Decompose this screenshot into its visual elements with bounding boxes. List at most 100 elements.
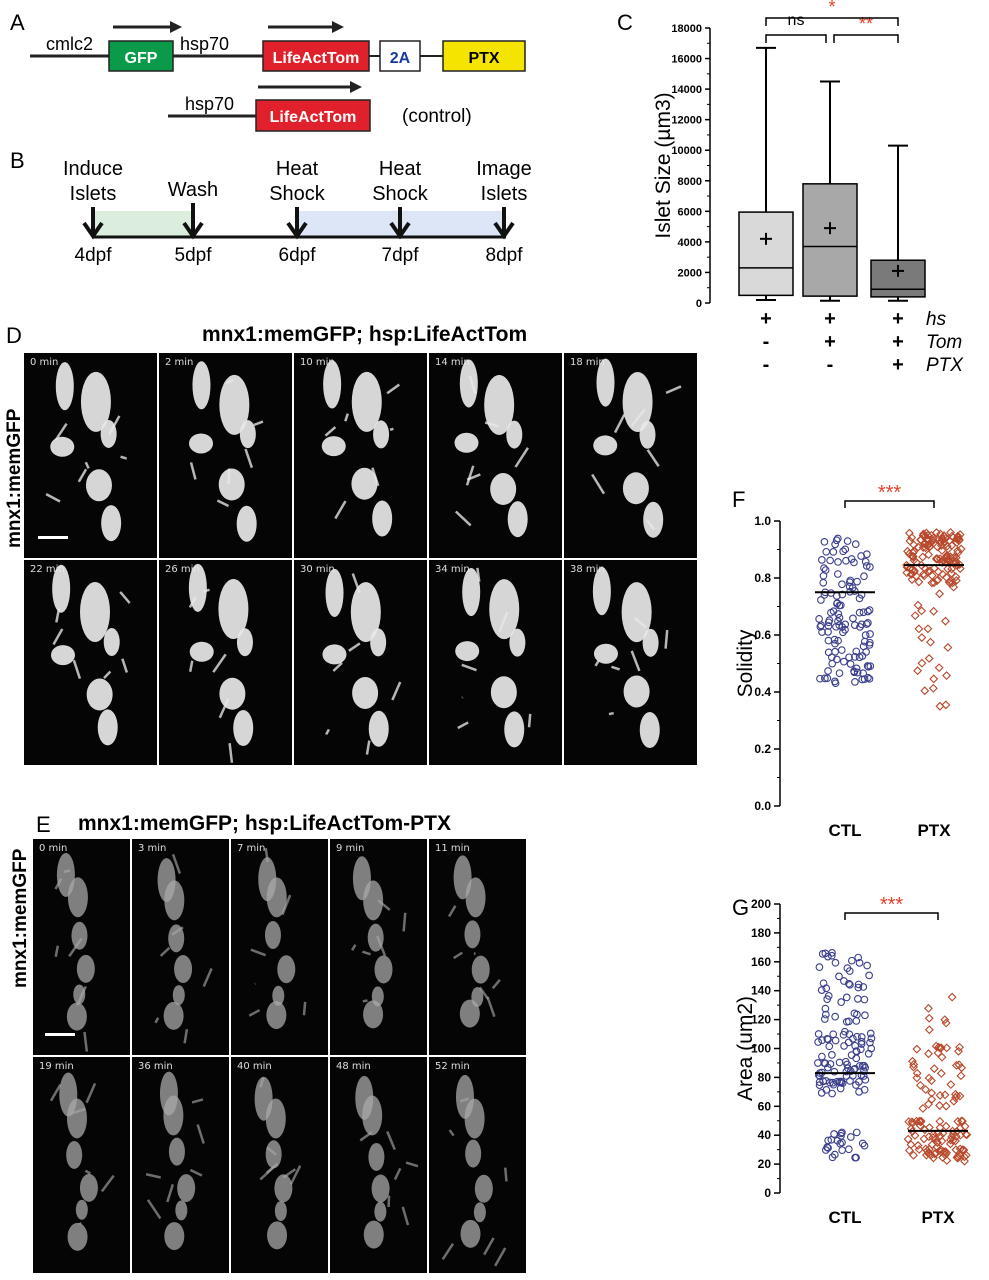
- significance-label: ***: [880, 894, 904, 916]
- svg-text:Islets: Islets: [70, 183, 117, 205]
- significance-label: ***: [878, 482, 902, 504]
- data-point: [839, 628, 847, 637]
- data-point: [929, 606, 939, 616]
- solidity-scatter-chart: 0.0 0.2 0.4 0.6 0.8 1.0 Solidity CTL PTX ***: [734, 482, 966, 840]
- data-point: [851, 678, 859, 686]
- frame-timestamp: 34 min: [435, 564, 470, 575]
- data-point: [819, 578, 828, 587]
- linker-2a: 2A: [390, 50, 411, 67]
- data-point: [834, 636, 842, 645]
- data-point: [860, 1141, 869, 1150]
- data-point: [829, 548, 838, 556]
- svg-text:ns: ns: [788, 12, 805, 29]
- data-point: [858, 1139, 867, 1148]
- data-point: [852, 1054, 861, 1063]
- cell-signal: [189, 361, 264, 542]
- microscopy-frame: 9 min: [330, 839, 427, 1055]
- data-point: [937, 546, 947, 555]
- data-point: [839, 657, 848, 666]
- ytick-label: 1.0: [754, 514, 771, 528]
- ytick-label: 20: [758, 1157, 772, 1171]
- data-point: [929, 578, 939, 588]
- data-point: [931, 1148, 941, 1158]
- c-significance-2: *: [765, 0, 899, 26]
- data-point: [815, 615, 823, 623]
- data-point: [929, 1064, 939, 1074]
- data-point: [861, 1075, 870, 1084]
- data-point: [859, 669, 867, 678]
- microscopy-frame: 0 min: [33, 839, 130, 1055]
- ytick-label: 140: [751, 984, 771, 998]
- data-point: [857, 1071, 866, 1079]
- data-point: [863, 662, 872, 670]
- c-condition-name: Tom: [926, 332, 962, 353]
- data-point: [833, 570, 842, 578]
- scale-bar: [45, 1033, 75, 1036]
- data-point: [838, 1146, 847, 1155]
- panel-letter-g: G: [732, 895, 750, 920]
- data-point: [924, 1003, 933, 1013]
- data-point: [828, 1051, 836, 1059]
- data-point: [940, 616, 950, 626]
- data-point: [907, 1127, 917, 1136]
- data-point: [951, 1136, 960, 1146]
- c-ytick-label: 4000: [678, 237, 702, 249]
- data-point: [856, 1045, 865, 1054]
- data-point: [828, 1089, 836, 1098]
- panel-e-title: mnx1:memGFP; hsp:LifeActTom-PTX: [78, 812, 451, 835]
- data-point: [853, 577, 861, 586]
- data-point: [859, 608, 868, 617]
- data-point: [837, 1129, 846, 1138]
- data-point: [937, 1052, 947, 1062]
- svg-text:Heat: Heat: [276, 158, 319, 180]
- cell-signal: [592, 567, 669, 748]
- data-point: [923, 566, 933, 576]
- c-condition-mark: +: [892, 331, 904, 353]
- data-point: [942, 671, 952, 681]
- data-point: [830, 1150, 839, 1159]
- data-point: [852, 1047, 861, 1055]
- data-point: [955, 1042, 965, 1052]
- data-point: [838, 580, 846, 589]
- data-point: [835, 613, 844, 622]
- data-point: [837, 646, 846, 654]
- data-point: [833, 599, 841, 608]
- frame-timestamp: 11 min: [435, 843, 470, 854]
- data-point: [859, 983, 868, 991]
- c-ytick-label: 8000: [678, 176, 702, 188]
- data-point: [921, 543, 930, 553]
- c-condition-mark: +: [760, 308, 772, 330]
- data-point: [846, 980, 854, 989]
- data-point: [862, 620, 871, 628]
- ytick-label: 0.4: [754, 685, 771, 699]
- data-point: [850, 667, 858, 676]
- cell-signal: [254, 1076, 302, 1250]
- data-point: [822, 1076, 830, 1085]
- frame-timestamp: 10 min: [300, 357, 335, 368]
- ytick-label: 100: [751, 1042, 771, 1056]
- data-point: [844, 1145, 853, 1154]
- data-point: [955, 564, 965, 574]
- data-point: [857, 552, 865, 560]
- data-point: [866, 1038, 874, 1047]
- data-point: [852, 1017, 861, 1025]
- data-point: [825, 1042, 834, 1051]
- c-ytick-label: 6000: [678, 206, 702, 218]
- data-point: [924, 1144, 934, 1154]
- cell-signal: [49, 1072, 115, 1251]
- data-point: [904, 1145, 914, 1155]
- frame-timestamp: 52 min: [435, 1061, 470, 1072]
- data-point: [919, 1134, 929, 1144]
- data-point: [932, 542, 942, 552]
- data-point: [817, 596, 825, 604]
- data-point: [957, 1063, 967, 1073]
- frame-timestamp: 2 min: [165, 357, 194, 368]
- data-point: [832, 622, 840, 631]
- data-point: [910, 611, 920, 621]
- frame-timestamp: 22 min: [30, 564, 65, 575]
- timeline-day-3: 7dpf: [382, 245, 420, 266]
- svg-text:Islets: Islets: [481, 183, 528, 205]
- data-point: [854, 953, 863, 962]
- data-point: [853, 668, 862, 677]
- c-condition-mark: +: [892, 308, 904, 330]
